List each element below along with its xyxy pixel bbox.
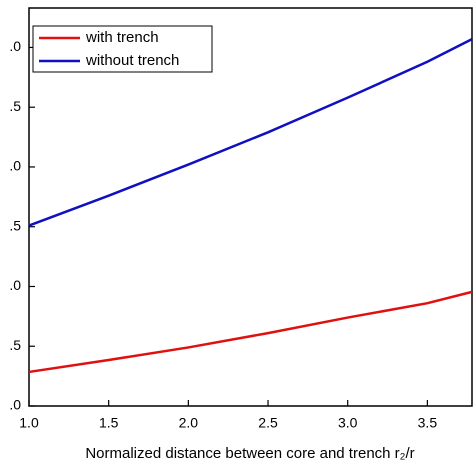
x-tick-label: 3.5 [418, 415, 438, 431]
x-axis-label: Normalized distance between core and tre… [85, 445, 414, 462]
plot-frame [28, 7, 473, 407]
y-tick-label: .0 [9, 397, 21, 413]
y-tick-label: .5 [9, 98, 21, 114]
y-tick-label: .0 [9, 277, 21, 293]
series-line [28, 37, 473, 227]
y-tick-label: .5 [9, 217, 21, 233]
legend-box [32, 25, 213, 73]
y-tick-label: .0 [9, 38, 21, 54]
legend-label: without trench [85, 52, 179, 69]
x-tick-label: 1.5 [99, 415, 119, 431]
x-tick-label: 1.0 [19, 415, 39, 431]
x-tick-label: 2.0 [179, 415, 199, 431]
y-tick-label: .0 [9, 158, 21, 174]
legend-label: with trench [85, 29, 159, 46]
y-tick-label: .5 [9, 337, 21, 353]
x-tick-label: 2.5 [258, 415, 278, 431]
x-tick-label: 3.0 [338, 415, 358, 431]
series-line [28, 290, 473, 374]
